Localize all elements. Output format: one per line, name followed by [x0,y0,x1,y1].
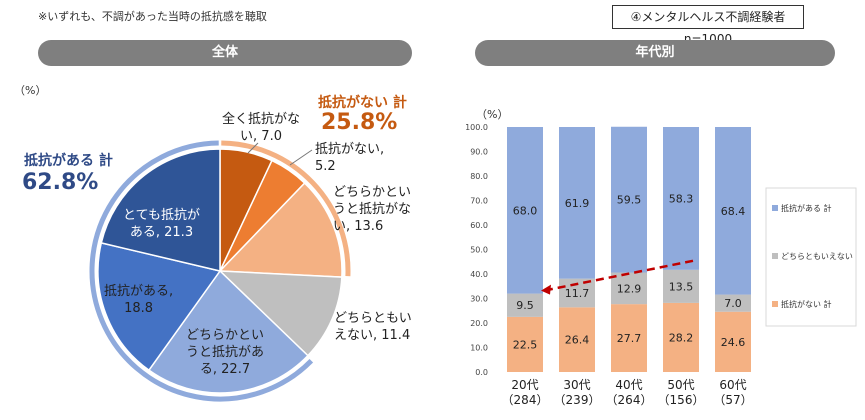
pie-label-very: とても抵抗が ある, 21.3 [123,208,200,240]
total-some-value: 62.8% [22,170,99,195]
pie-label-rather-none: どちらかとい うと抵抗がな い, 13.6 [333,185,412,234]
bar-segment [559,307,595,372]
bar-segment [663,127,699,270]
bar-data-label: 68.4 [721,205,746,218]
x-tick-label: 50代 [667,378,694,392]
bar-segment [715,127,751,295]
x-tick-label: 60代 [719,378,746,392]
bar-segment [715,311,751,372]
bar-data-label: 58.3 [669,192,694,205]
legend-swatch [772,301,778,307]
bar-data-label: 12.9 [617,282,642,295]
x-tick-label: 20代 [511,378,538,392]
bar-data-label: 24.6 [721,336,746,349]
bar-data-label: 22.5 [513,338,538,351]
bar-data-label: 27.7 [617,332,642,345]
bar-data-label: 11.7 [565,287,590,300]
panel-title-total: 全体 [38,40,412,66]
bar-data-label: 13.5 [669,280,694,293]
trend-arrow-line [548,259,694,291]
pie-label-none: 抵抗がない, 5.2 [315,142,385,174]
y-tick-label: 70.0 [470,197,488,206]
y-tick-label: 80.0 [470,172,488,181]
leader-line [247,142,259,154]
bar-data-label: 28.2 [669,331,694,344]
total-none-label: 抵抗がない 計 [318,95,407,111]
leader-line [289,149,313,166]
pie-percent-unit: （%） [14,84,47,97]
x-tick-sample: （156） [658,393,705,407]
bar-data-label: 61.9 [565,197,590,210]
y-tick-label: 0.0 [475,368,488,377]
legend-entry: どちらともいえない [781,252,853,261]
bar-data-label: 7.0 [724,297,742,310]
bar-segment [559,127,595,279]
bar-segment [507,127,543,294]
group-arc-none [221,140,351,277]
bar-data-label: 26.4 [565,334,590,347]
legend-box [765,187,857,327]
bar-data-label: 68.0 [513,204,538,217]
pie-label-rather-some: どちらかとい うと抵抗があ る, 22.7 [186,328,265,377]
pie-slice [100,148,221,272]
bar-data-label: 59.5 [617,194,642,207]
legend-entry: 抵抗がない 計 [781,299,832,309]
x-tick-label: 30代 [563,378,590,392]
trend-arrow-head [541,284,551,295]
x-tick-sample: （57） [713,393,752,407]
bar-segment [663,302,699,372]
pie-label-some: 抵抗がある, 18.8 [104,284,174,316]
y-tick-label: 60.0 [470,221,488,230]
pie-slice [147,269,309,394]
y-tick-label: 20.0 [470,319,488,328]
group-arc-some [89,140,314,402]
pie-slice [97,241,222,372]
bar-segment [715,294,751,312]
bar-segment [611,272,647,305]
x-tick-sample: （239） [554,393,601,407]
pie-slice [218,270,343,357]
x-tick-sample: （264） [606,393,653,407]
bar-data-label: 9.5 [516,299,534,312]
survey-note: ※いずれも、不調があった当時の抵抗感を聴取 [38,10,267,23]
total-none-value: 25.8% [321,110,398,135]
legend-swatch [772,205,778,211]
panel-title-by-age: 年代別 [475,40,835,66]
x-tick-sample: （284） [502,393,549,407]
y-tick-label: 100.0 [465,123,488,132]
y-tick-label: 30.0 [470,295,488,304]
pie-label-neutral: どちらともい えない, 11.4 [334,311,412,343]
y-tick-label: 50.0 [470,246,488,255]
bar-segment [507,293,543,317]
legend-swatch [772,253,778,259]
y-tick-label: 40.0 [470,270,488,279]
bar-segment [611,304,647,372]
pie-slice [218,182,343,278]
legend-entry: 抵抗がある 計 [781,203,832,213]
y-tick-label: 90.0 [470,148,488,157]
bar-segment [611,126,647,273]
bar-segment [507,316,543,372]
bar-segment [663,269,699,303]
pie-label-none-at-all: 全く抵抗がな い, 7.0 [222,112,301,144]
y-tick-label: 10.0 [470,344,488,353]
total-some-label: 抵抗がある 計 [24,153,113,169]
x-tick-label: 40代 [615,378,642,392]
bar-percent-unit: （%） [476,108,508,121]
